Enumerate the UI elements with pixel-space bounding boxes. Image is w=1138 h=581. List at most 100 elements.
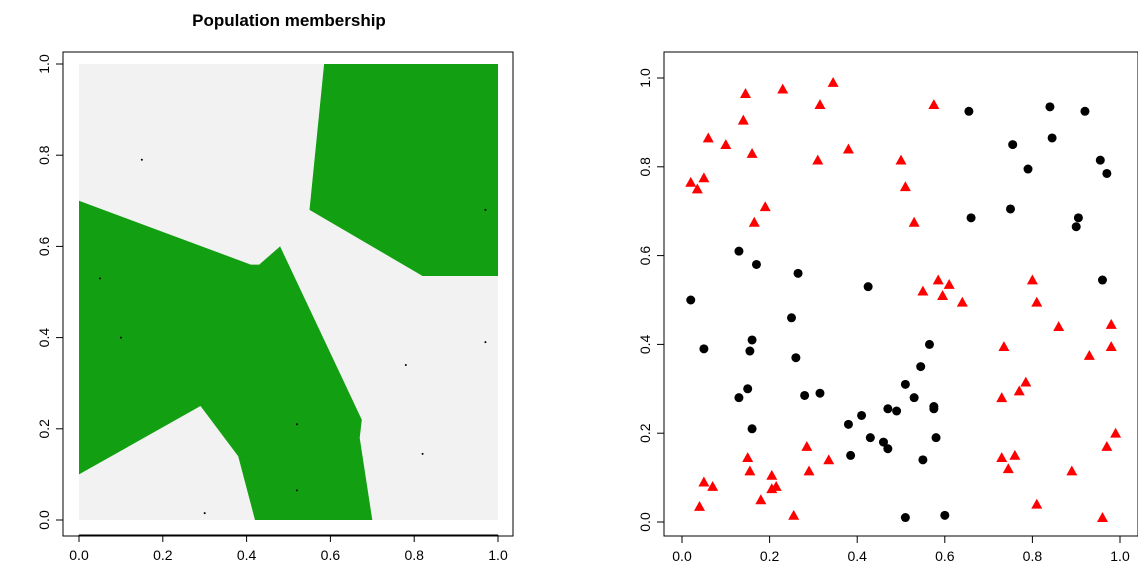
scatter-point-triangle — [801, 441, 813, 451]
scatter-point-triangle — [1105, 318, 1117, 329]
scatter-point-triangle — [814, 99, 826, 110]
scatter-point-circle — [964, 106, 974, 116]
scatter-point-circle — [1080, 106, 1090, 116]
scatter-point-triangle — [707, 480, 719, 491]
membership-dot — [404, 363, 407, 366]
scatter-point-triangle — [895, 154, 907, 165]
scatter-point-triangle — [1013, 385, 1025, 396]
scatter-point-circle — [931, 433, 941, 443]
scatter-y-tick-label: 0.6 — [637, 246, 653, 266]
scatter-point-triangle — [702, 132, 714, 143]
membership-dot — [295, 489, 298, 492]
scatter-point-triangle — [685, 176, 697, 187]
scatter-point-circle — [1047, 133, 1057, 143]
membership-y-tick-label: 0.4 — [36, 328, 52, 348]
scatter-point-triangle — [1026, 274, 1038, 285]
scatter-point-triangle — [1105, 341, 1117, 352]
scatter-point-circle — [857, 410, 867, 420]
scatter-point-triangle — [788, 509, 800, 520]
scatter-point-circle — [686, 295, 696, 305]
scatter-point-circle — [1071, 222, 1081, 232]
scatter-point-triangle — [777, 83, 789, 94]
membership-y-tick-label: 0.6 — [36, 236, 52, 256]
scatter-point-circle — [940, 510, 950, 520]
membership-region — [79, 200, 373, 521]
membership-x-tick-label: 1.0 — [488, 547, 508, 563]
scatter-point-circle — [787, 313, 796, 323]
scatter-point-circle — [843, 419, 853, 429]
scatter-x-tick-label: 1.0 — [1110, 548, 1130, 564]
scatter-point-circle — [878, 437, 888, 447]
membership-x-tick-label: 0.8 — [404, 547, 424, 563]
scatter-point-triangle — [698, 172, 710, 183]
scatter-point-triangle — [943, 278, 955, 289]
scatter-point-triangle — [908, 216, 920, 227]
scatter-point-triangle — [698, 476, 710, 487]
scatter-point-triangle — [1002, 463, 1014, 474]
scatter-point-triangle — [928, 99, 940, 110]
membership-y-axis: 0.0 0.2 0.4 0.6 0.8 1.0 — [36, 54, 64, 530]
scatter-x-tick-label: 0.4 — [847, 548, 867, 564]
scatter-point-circle — [1006, 204, 1015, 214]
scatter-point-triangle — [899, 181, 911, 192]
scatter-point-circle — [966, 213, 976, 223]
scatter-point-circle — [865, 433, 875, 443]
scatter-point-triangle — [1031, 498, 1043, 509]
membership-dot — [140, 158, 143, 161]
membership-title: Population membership — [192, 11, 386, 30]
scatter-point-triangle — [812, 154, 824, 165]
membership-x-tick-label: 0.4 — [237, 547, 257, 563]
membership-x-axis: 0.0 0.2 0.4 0.6 0.8 1.0 — [69, 534, 508, 563]
scatter-panel: 0.0 0.2 0.4 0.6 0.8 1.0 0.0 0.2 0.4 0.6 0.8 1.0 — [637, 51, 1138, 564]
membership-x-tick-label: 0.6 — [321, 547, 341, 563]
scatter-point-circle — [846, 450, 856, 460]
scatter-point-triangle — [1110, 427, 1122, 438]
scatter-point-triangle — [823, 454, 835, 465]
scatter-point-circle — [791, 353, 801, 363]
scatter-point-triangle — [766, 469, 778, 480]
scatter-point-circle — [883, 444, 893, 454]
membership-region — [309, 64, 498, 276]
membership-y-tick-label: 0.2 — [36, 419, 52, 439]
scatter-point-triangle — [1083, 350, 1095, 360]
scatter-point-circle — [900, 379, 910, 389]
scatter-point-triangle — [755, 494, 767, 505]
scatter-point-triangle — [694, 500, 706, 511]
scatter-point-triangle — [737, 114, 749, 125]
scatter-point-circle — [699, 344, 709, 354]
scatter-point-triangle — [746, 147, 758, 158]
membership-dot — [295, 423, 298, 426]
scatter-point-triangle — [1096, 512, 1108, 522]
scatter-point-circle — [892, 406, 902, 416]
scatter-point-triangle — [996, 392, 1008, 403]
scatter-point-triangle — [1053, 321, 1065, 332]
membership-panel: Population membership 0.0 0.2 0.4 0.6 0.8 1.0… — [36, 11, 514, 563]
scatter-x-tick-label: 0.8 — [1023, 548, 1043, 564]
membership-dot — [484, 341, 487, 344]
scatter-point-circle — [909, 393, 919, 403]
scatter-point-circle — [734, 393, 744, 403]
scatter-point-circle — [900, 513, 910, 523]
membership-x-tick-label: 0.2 — [153, 547, 173, 563]
scatter-point-triangle — [827, 76, 839, 87]
scatter-point-circle — [1073, 213, 1083, 223]
scatter-point-triangle — [742, 452, 754, 463]
scatter-point-triangle — [842, 143, 854, 154]
scatter-point-circle — [793, 268, 803, 278]
scatter-point-triangle — [744, 465, 756, 476]
scatter-point-triangle — [748, 216, 760, 227]
scatter-point-triangle — [937, 290, 949, 300]
scatter-point-triangle — [720, 139, 732, 149]
scatter-point-triangle — [956, 296, 968, 307]
scatter-point-triangle — [740, 88, 752, 98]
scatter-point-circle — [916, 362, 926, 372]
membership-dot — [98, 277, 101, 280]
scatter-y-tick-label: 0.0 — [637, 512, 653, 532]
scatter-y-tick-label: 0.2 — [637, 423, 653, 443]
scatter-point-triangle — [691, 183, 703, 194]
scatter-point-triangle — [932, 274, 944, 285]
scatter-point-circle — [1097, 275, 1107, 285]
scatter-point-circle — [743, 384, 753, 394]
scatter-point-circle — [1023, 164, 1033, 174]
scatter-point-triangle — [1020, 376, 1032, 387]
